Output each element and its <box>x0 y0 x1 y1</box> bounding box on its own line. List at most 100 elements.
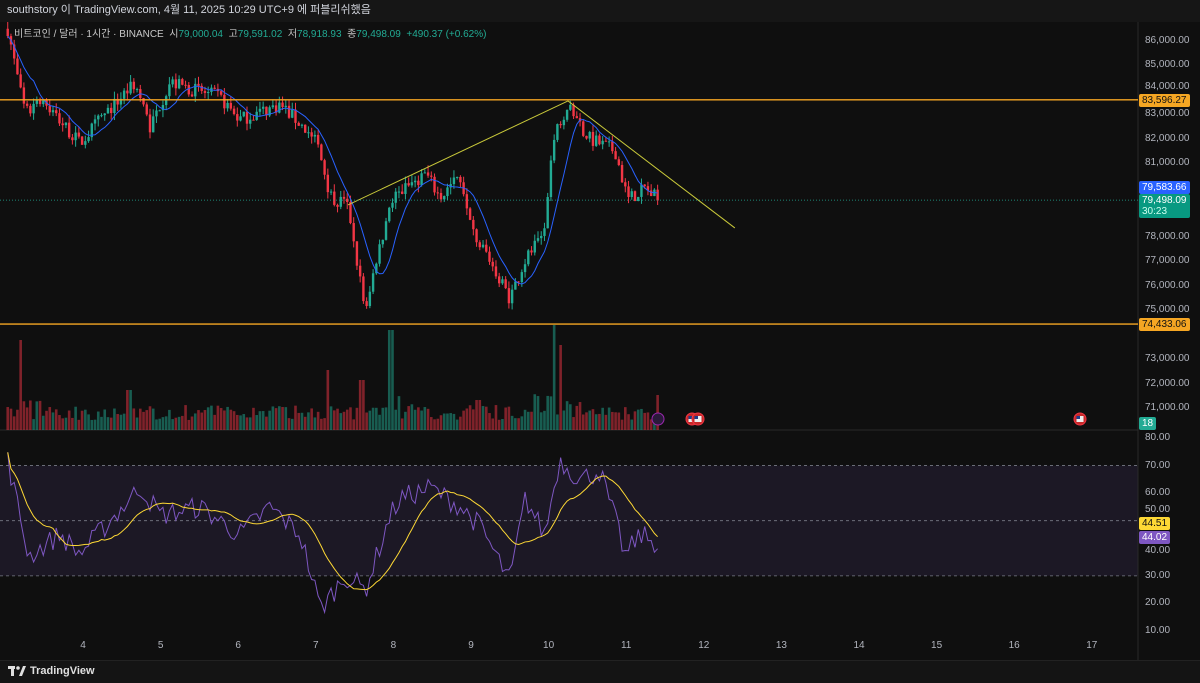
candle-body <box>320 144 323 161</box>
candle-body <box>556 124 559 140</box>
volume-bar <box>32 419 35 430</box>
tradingview-logo[interactable]: TradingView <box>8 665 95 677</box>
candle-body <box>6 28 9 37</box>
candle-body <box>378 244 381 264</box>
candle-body <box>342 196 346 199</box>
candle-body <box>562 119 566 126</box>
volume-bar <box>113 408 116 430</box>
candle-body <box>119 98 123 105</box>
volume-bar <box>245 417 249 430</box>
volume-bar <box>239 415 242 430</box>
volume-bar <box>25 407 29 430</box>
candle-body <box>74 132 77 141</box>
volume-bar <box>604 414 608 430</box>
candle-body <box>527 250 530 265</box>
candle-body <box>329 191 333 193</box>
resistance-badge: 83,596.27 <box>1139 94 1190 107</box>
candle-body <box>468 208 472 220</box>
candle-body <box>439 192 443 200</box>
candle-body <box>97 115 100 120</box>
volume-bar <box>265 416 268 430</box>
candle-body <box>300 124 304 126</box>
volume-bar <box>87 414 90 430</box>
candle-body <box>274 105 278 113</box>
candle-body <box>413 180 417 183</box>
candle-body <box>549 160 553 198</box>
brand-name: TradingView <box>30 665 95 677</box>
candle-body <box>336 204 339 207</box>
volume-bar <box>310 408 313 430</box>
date-tick: 6 <box>235 640 241 651</box>
volume-bar <box>452 413 456 430</box>
candle-body <box>620 165 624 183</box>
volume-bar <box>323 418 326 430</box>
volume-bar <box>287 418 291 430</box>
symbol-name: 비트코인 / 달러 · 1시간 · BINANCE <box>14 29 164 40</box>
candle-body <box>213 87 216 89</box>
volume-bar <box>640 408 643 430</box>
candle-body <box>90 123 93 138</box>
candle-body <box>598 135 601 145</box>
close-label: 종 <box>347 29 357 40</box>
volume-bar <box>142 411 145 430</box>
candle-body <box>371 273 375 292</box>
volume-bar <box>278 406 281 430</box>
volume-bar <box>223 410 226 430</box>
volume-bar <box>219 408 223 430</box>
volume-bar <box>12 416 16 430</box>
volume-bar <box>581 414 585 430</box>
rsi-tick: 60.00 <box>1145 487 1171 499</box>
volume-bar <box>504 407 507 430</box>
volume-bar <box>520 416 524 430</box>
candle-body <box>565 109 569 120</box>
candle-body <box>501 279 504 284</box>
date-tick: 14 <box>853 640 865 651</box>
volume-bar <box>442 413 446 430</box>
candle-body <box>640 184 643 197</box>
candle-body <box>203 90 207 94</box>
volume-bar <box>501 418 504 430</box>
change-value: +490.37 (+0.62%) <box>406 29 487 40</box>
volume-bar <box>155 419 158 430</box>
volume-bar <box>472 409 475 430</box>
chart-canvas[interactable] <box>0 0 1200 660</box>
volume-bar <box>74 406 77 430</box>
volume-bar <box>148 406 152 430</box>
rsi-ma-badge: 44.51 <box>1139 517 1171 530</box>
candle-body <box>252 119 255 121</box>
date-tick: 9 <box>468 640 474 651</box>
volume-bar <box>203 410 207 430</box>
price-tick: 71,000.00 <box>1145 402 1190 414</box>
candle-body <box>64 122 68 126</box>
last-price-badge: 79,498.09 30:23 <box>1139 194 1190 218</box>
candle-body <box>200 85 203 91</box>
candle-body <box>452 177 456 185</box>
candle-body <box>51 110 55 113</box>
volume-bar <box>417 407 420 430</box>
candle-body <box>575 116 578 119</box>
candle-body <box>87 137 90 142</box>
volume-bar <box>171 419 174 430</box>
candle-body <box>239 116 242 121</box>
candle-body <box>346 198 349 203</box>
support-badge: 74,433.06 <box>1139 318 1190 331</box>
volume-bar <box>35 401 39 430</box>
volume-bar <box>38 400 42 430</box>
volume-bar <box>549 396 553 430</box>
symbol-legend: 비트코인 / 달러 · 1시간 · BINANCE 시79,000.04 고79… <box>14 25 486 40</box>
volume-bar <box>339 413 343 430</box>
volume-bar <box>190 416 194 430</box>
price-tick: 73,000.00 <box>1145 353 1190 365</box>
volume-bar <box>539 412 543 430</box>
candle-body <box>449 184 452 188</box>
candle-body <box>617 159 621 166</box>
tradingview-logo-icon <box>8 666 26 676</box>
volume-bar <box>355 407 359 430</box>
candle-body <box>258 108 262 112</box>
candle-body <box>103 113 106 116</box>
candle-body <box>426 172 430 176</box>
volume-bar <box>151 408 155 430</box>
volume-bar <box>116 414 119 430</box>
footer-bar: TradingView <box>0 660 1200 683</box>
volume-bar <box>578 402 582 430</box>
